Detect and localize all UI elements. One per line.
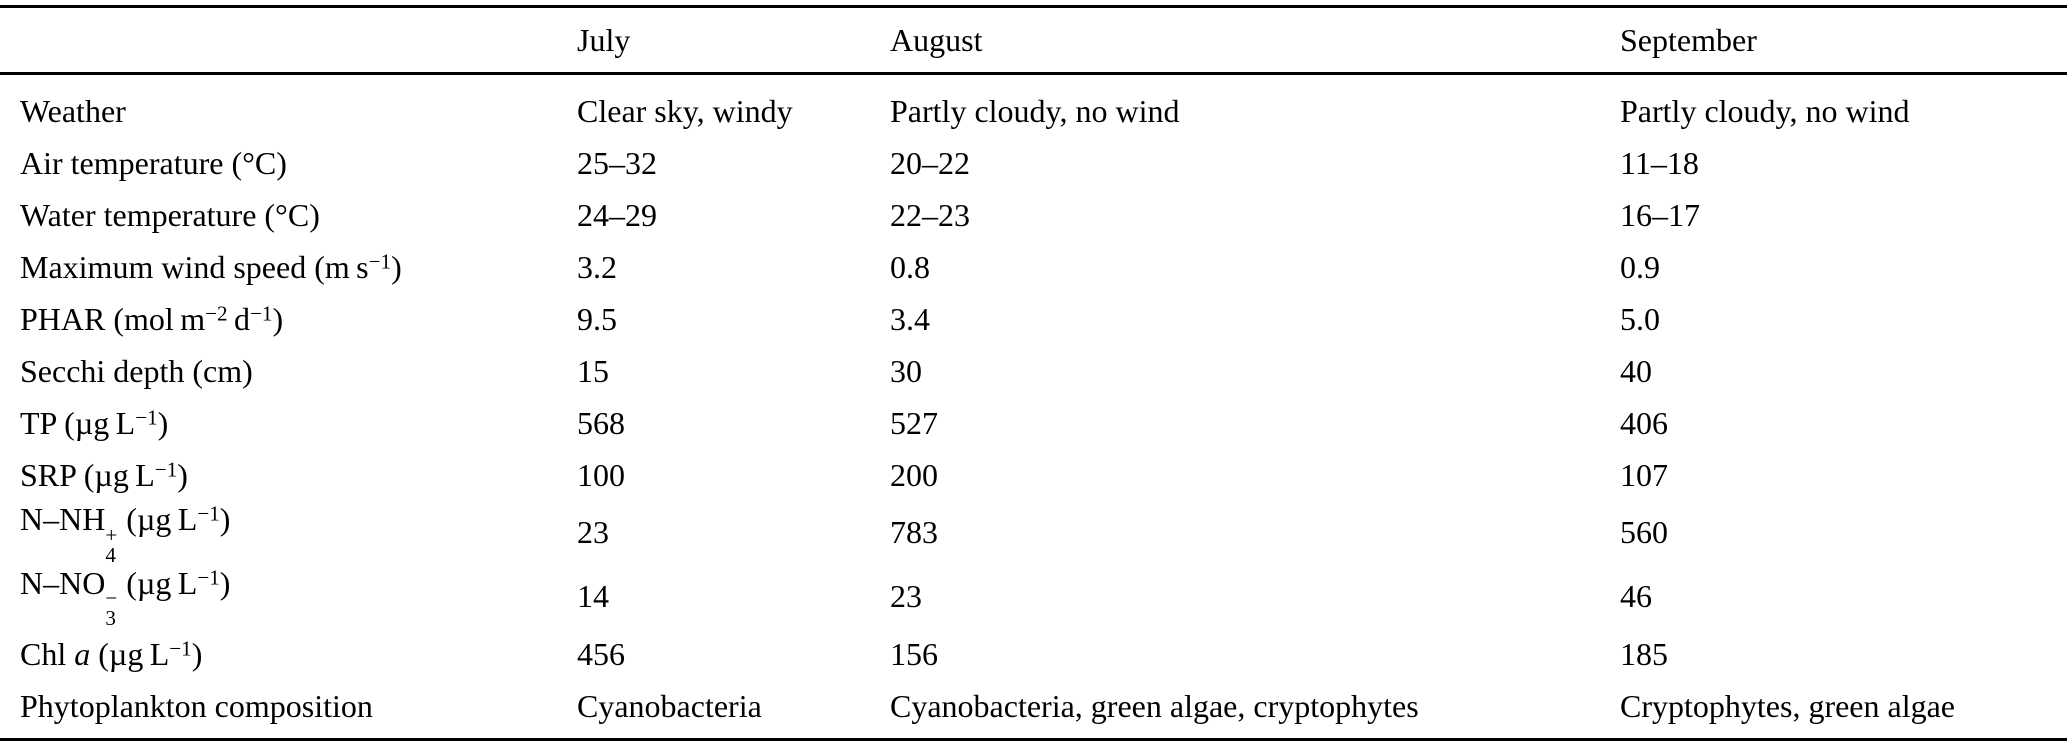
cell-august: 527: [890, 404, 938, 441]
table-row: Secchi depth (cm) 15 30 40: [0, 345, 2067, 397]
cell-september: Partly cloudy, no wind: [1620, 92, 1910, 129]
row-label: N–NO −3 (µg L−1): [20, 564, 231, 631]
row-label: Air temperature (°C): [20, 144, 287, 181]
cell-september: Cryptophytes, green algae: [1620, 687, 1955, 724]
cell-july: 15: [577, 352, 609, 389]
row-label: Weather: [20, 92, 126, 129]
row-label: Secchi depth (cm): [20, 352, 253, 389]
table-row: TP (µg L−1) 568 527 406: [0, 397, 2067, 449]
cell-july: 24–29: [577, 196, 657, 233]
cell-july: 9.5: [577, 300, 617, 337]
cell-september: 46: [1620, 578, 1652, 615]
cell-september: 0.9: [1620, 248, 1660, 285]
table-row: SRP (µg L−1) 100 200 107: [0, 449, 2067, 501]
col-header-empty: [0, 6, 577, 75]
cell-august: 20–22: [890, 144, 970, 181]
env-conditions-table: July August September Weather Clear sky, …: [0, 5, 2067, 741]
cell-july: 23: [577, 514, 609, 551]
col-header-september: September: [1620, 6, 2067, 75]
row-label: Chl a (µg L−1): [20, 635, 203, 672]
cell-september: 107: [1620, 456, 1668, 493]
cell-august: Partly cloudy, no wind: [890, 92, 1180, 129]
table-body: Weather Clear sky, windy Partly cloudy, no…: [0, 74, 2067, 740]
table-row: Weather Clear sky, windy Partly cloudy, no…: [0, 74, 2067, 138]
cell-july: 100: [577, 456, 625, 493]
cell-august: Cyanobacteria, green algae, cryptophytes: [890, 687, 1419, 724]
table-row: Air temperature (°C) 25–32 20–22 11–18: [0, 137, 2067, 189]
row-label: PHAR (mol m−2 d−1): [20, 300, 284, 337]
table-row: N–NO −3 (µg L−1) 14 23 46: [0, 565, 2067, 629]
cell-july: 456: [577, 635, 625, 672]
cell-july: Clear sky, windy: [577, 92, 793, 129]
cell-august: 23: [890, 578, 922, 615]
cell-september: 11–18: [1620, 144, 1699, 181]
cell-july: 568: [577, 404, 625, 441]
cell-august: 783: [890, 514, 938, 551]
cell-july: 14: [577, 578, 609, 615]
cell-september: 560: [1620, 514, 1668, 551]
table-row: N–NH +4 (µg L−1) 23 783 560: [0, 501, 2067, 565]
cell-september: 40: [1620, 352, 1652, 389]
row-label: Phytoplankton composition: [20, 687, 373, 724]
table-row: Water temperature (°C) 24–29 22–23 16–17: [0, 189, 2067, 241]
row-label: SRP (µg L−1): [20, 456, 188, 493]
cell-september: 185: [1620, 635, 1668, 672]
cell-july: Cyanobacteria: [577, 687, 762, 724]
row-label: N–NH +4 (µg L−1): [20, 501, 231, 567]
cell-august: 200: [890, 456, 938, 493]
cell-september: 5.0: [1620, 300, 1660, 337]
cell-july: 25–32: [577, 144, 657, 181]
table-row: PHAR (mol m−2 d−1) 9.5 3.4 5.0: [0, 293, 2067, 345]
cell-september: 406: [1620, 404, 1668, 441]
col-header-july: July: [577, 6, 890, 75]
header-row: July August September: [0, 6, 2067, 75]
cell-august: 30: [890, 352, 922, 389]
cell-august: 22–23: [890, 196, 970, 233]
cell-july: 3.2: [577, 248, 617, 285]
cell-august: 0.8: [890, 248, 930, 285]
table-row: Phytoplankton composition Cyanobacteria Cy…: [0, 680, 2067, 740]
col-header-august: August: [890, 6, 1620, 75]
row-label: Maximum wind speed (m s−1): [20, 248, 402, 285]
cell-august: 3.4: [890, 300, 930, 337]
table-row: Chl a (µg L−1) 456 156 185: [0, 628, 2067, 680]
cell-september: 16–17: [1620, 196, 1700, 233]
row-label: Water temperature (°C): [20, 196, 320, 233]
row-label: TP (µg L−1): [20, 404, 169, 441]
table-row: Maximum wind speed (m s−1) 3.2 0.8 0.9: [0, 241, 2067, 293]
cell-august: 156: [890, 635, 938, 672]
